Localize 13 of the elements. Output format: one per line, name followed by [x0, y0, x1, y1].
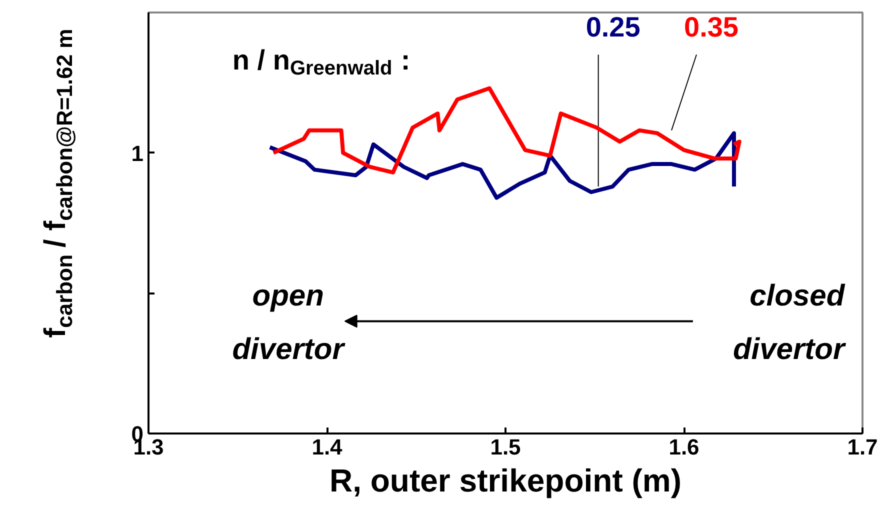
x-tick-label: 1.4 [312, 434, 344, 460]
x-tick-label: 1.5 [490, 434, 521, 460]
text: 0.35 [684, 12, 738, 43]
annotation: open divertor [232, 279, 346, 366]
x-tick-label: 1.7 [847, 434, 878, 460]
x-axis-title: R, outer strikepoint (m) [329, 462, 682, 498]
y-axis-title: fcarbon / fcarbon@R=1.62 m [39, 28, 77, 338]
x-tick-label: 1.6 [668, 434, 700, 460]
line-series [268, 131, 736, 200]
text: 0.25 [586, 12, 640, 43]
annotation: closed divertor [732, 279, 847, 366]
line-series [271, 86, 742, 174]
y-tick-label: 1 [131, 140, 144, 166]
